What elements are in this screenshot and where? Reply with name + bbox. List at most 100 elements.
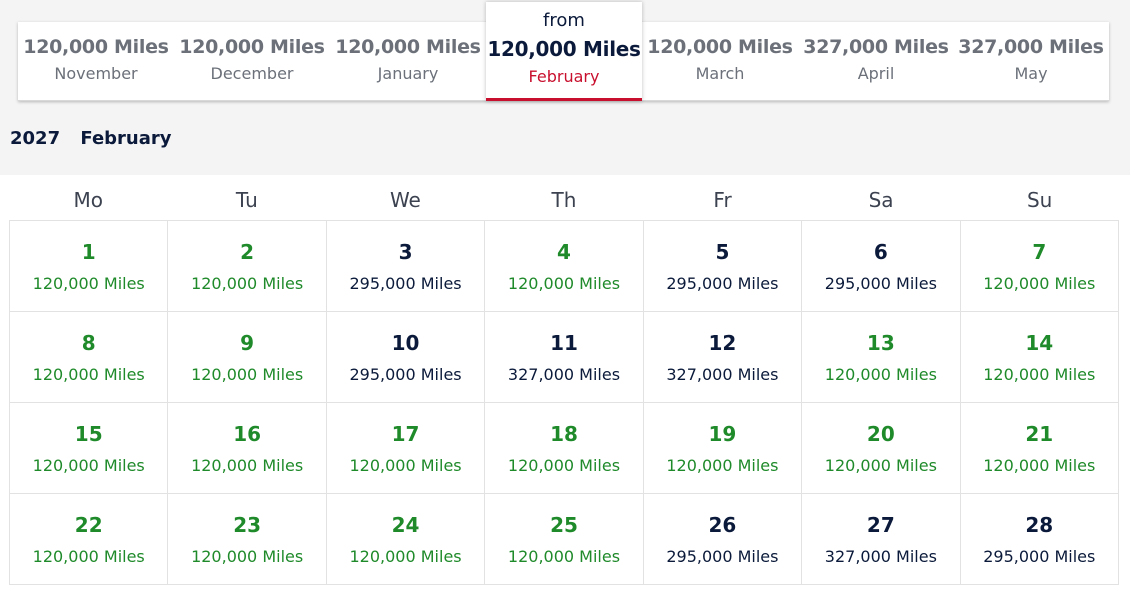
day-number: 28 <box>1025 513 1054 537</box>
day-number: 17 <box>391 422 420 446</box>
weekday-header: Mo Tu We Th Fr Sa Su <box>9 188 1119 220</box>
day-number: 14 <box>1025 331 1054 355</box>
day-number: 25 <box>550 513 578 537</box>
calendar-day-cell[interactable]: 27 327,000 Miles <box>802 494 961 585</box>
day-number: 15 <box>74 422 103 446</box>
day-number: 22 <box>74 513 103 537</box>
month-price: 327,000 Miles <box>803 36 949 58</box>
calendar-day-cell[interactable]: 25 120,000 Miles <box>485 494 644 585</box>
day-number: 27 <box>866 513 895 537</box>
month-price: 120,000 Miles <box>647 36 793 58</box>
month-tab-november[interactable]: 120,000 Miles November <box>18 22 174 101</box>
day-number: 13 <box>866 331 895 355</box>
day-miles-price: 295,000 Miles <box>666 547 779 566</box>
day-miles-price: 120,000 Miles <box>32 274 145 293</box>
month-name: May <box>1014 64 1048 83</box>
day-number: 7 <box>1032 240 1047 264</box>
day-miles-price: 295,000 Miles <box>824 274 937 293</box>
month-strip: 120,000 Miles November 120,000 Miles Dec… <box>18 2 1109 101</box>
weekday-label: Th <box>551 188 577 212</box>
month-price: 120,000 Miles <box>487 37 641 61</box>
calendar-day-cell[interactable]: 10 295,000 Miles <box>326 312 486 403</box>
day-miles-price: 120,000 Miles <box>983 274 1096 293</box>
calendar-day-cell[interactable]: 16 120,000 Miles <box>168 403 327 494</box>
day-miles-price: 120,000 Miles <box>983 365 1096 384</box>
calendar-day-cell[interactable]: 3 295,000 Miles <box>326 221 486 312</box>
day-miles-price: 120,000 Miles <box>32 365 145 384</box>
day-miles-price: 120,000 Miles <box>191 456 304 475</box>
day-number: 12 <box>708 331 737 355</box>
calendar-day-cell[interactable]: 18 120,000 Miles <box>485 403 644 494</box>
weekday-label: We <box>389 188 421 212</box>
month-tab-march[interactable]: 120,000 Miles March <box>642 22 798 101</box>
month-tab-may[interactable]: 327,000 Miles May <box>953 22 1109 101</box>
day-miles-price: 327,000 Miles <box>666 365 779 384</box>
calendar-day-cell[interactable]: 13 120,000 Miles <box>802 312 961 403</box>
day-miles-price: 120,000 Miles <box>349 547 462 566</box>
month-tab-april[interactable]: 327,000 Miles April <box>798 22 954 101</box>
day-number: 5 <box>715 240 730 264</box>
weekday-label: Fr <box>713 188 732 212</box>
calendar-day-cell[interactable]: 4 120,000 Miles <box>485 221 644 312</box>
month-selector-area: 120,000 Miles November 120,000 Miles Dec… <box>0 0 1130 175</box>
calendar-day-cell[interactable]: 6 295,000 Miles <box>802 221 961 312</box>
month-tab-december[interactable]: 120,000 Miles December <box>174 22 330 101</box>
day-miles-price: 120,000 Miles <box>349 456 462 475</box>
day-number: 1 <box>81 240 96 264</box>
calendar-day-cell[interactable]: 22 120,000 Miles <box>10 494 169 585</box>
day-miles-price: 120,000 Miles <box>32 547 145 566</box>
day-miles-price: 120,000 Miles <box>507 456 621 475</box>
day-miles-price: 120,000 Miles <box>191 274 304 293</box>
calendar-day-cell[interactable]: 28 295,000 Miles <box>960 494 1119 585</box>
day-miles-price: 120,000 Miles <box>666 456 779 475</box>
period-year: 2027 <box>10 128 61 149</box>
day-number: 8 <box>81 331 96 355</box>
calendar-day-cell[interactable]: 14 120,000 Miles <box>960 312 1119 403</box>
calendar-day-cell[interactable]: 12 327,000 Miles <box>643 312 803 403</box>
day-number: 10 <box>391 331 420 355</box>
day-miles-price: 295,000 Miles <box>983 547 1096 566</box>
month-price: 120,000 Miles <box>179 36 325 58</box>
month-price: 327,000 Miles <box>958 36 1104 58</box>
day-number: 4 <box>557 240 571 264</box>
calendar-day-cell[interactable]: 8 120,000 Miles <box>10 312 169 403</box>
calendar-day-cell[interactable]: 19 120,000 Miles <box>643 403 803 494</box>
calendar-day-cell[interactable]: 7 120,000 Miles <box>960 221 1119 312</box>
calendar-day-cell[interactable]: 1 120,000 Miles <box>10 221 169 312</box>
calendar-day-cell[interactable]: 20 120,000 Miles <box>802 403 961 494</box>
month-tab-february[interactable]: from 120,000 Miles February <box>486 2 642 101</box>
calendar-day-cell[interactable]: 9 120,000 Miles <box>168 312 327 403</box>
day-miles-price: 120,000 Miles <box>32 456 145 475</box>
day-number: 2 <box>240 240 255 264</box>
month-name: February <box>528 67 600 86</box>
calendar-day-cell[interactable]: 5 295,000 Miles <box>643 221 803 312</box>
calendar-day-cell[interactable]: 24 120,000 Miles <box>326 494 486 585</box>
calendar-day-cell[interactable]: 17 120,000 Miles <box>326 403 486 494</box>
calendar-day-cell[interactable]: 23 120,000 Miles <box>168 494 327 585</box>
day-miles-price: 120,000 Miles <box>507 547 621 566</box>
period-month: February <box>80 128 172 149</box>
calendar-day-cell[interactable]: 26 295,000 Miles <box>643 494 803 585</box>
month-name: March <box>695 64 745 83</box>
day-number: 3 <box>398 240 413 264</box>
weekday-label: Su <box>1026 188 1053 212</box>
month-price: 120,000 Miles <box>335 36 481 58</box>
month-name: January <box>377 64 439 83</box>
calendar-day-cell[interactable]: 21 120,000 Miles <box>960 403 1119 494</box>
day-miles-price: 120,000 Miles <box>191 547 304 566</box>
day-number: 26 <box>708 513 737 537</box>
day-miles-price: 120,000 Miles <box>824 365 937 384</box>
day-miles-price: 120,000 Miles <box>983 456 1096 475</box>
month-tab-january[interactable]: 120,000 Miles January <box>330 22 486 101</box>
calendar-day-cell[interactable]: 11 327,000 Miles <box>485 312 644 403</box>
calendar-day-cell[interactable]: 2 120,000 Miles <box>168 221 327 312</box>
day-number: 20 <box>866 422 895 446</box>
calendar: Mo Tu We Th Fr Sa Su 1 120,000 Miles 2 120,… <box>9 188 1119 585</box>
day-miles-price: 295,000 Miles <box>349 274 462 293</box>
calendar-day-cell[interactable]: 15 120,000 Miles <box>10 403 169 494</box>
day-number: 21 <box>1025 422 1054 446</box>
month-price: 120,000 Miles <box>23 36 169 58</box>
day-number: 16 <box>233 422 262 446</box>
from-label: from <box>543 10 585 31</box>
month-name: November <box>54 64 138 83</box>
